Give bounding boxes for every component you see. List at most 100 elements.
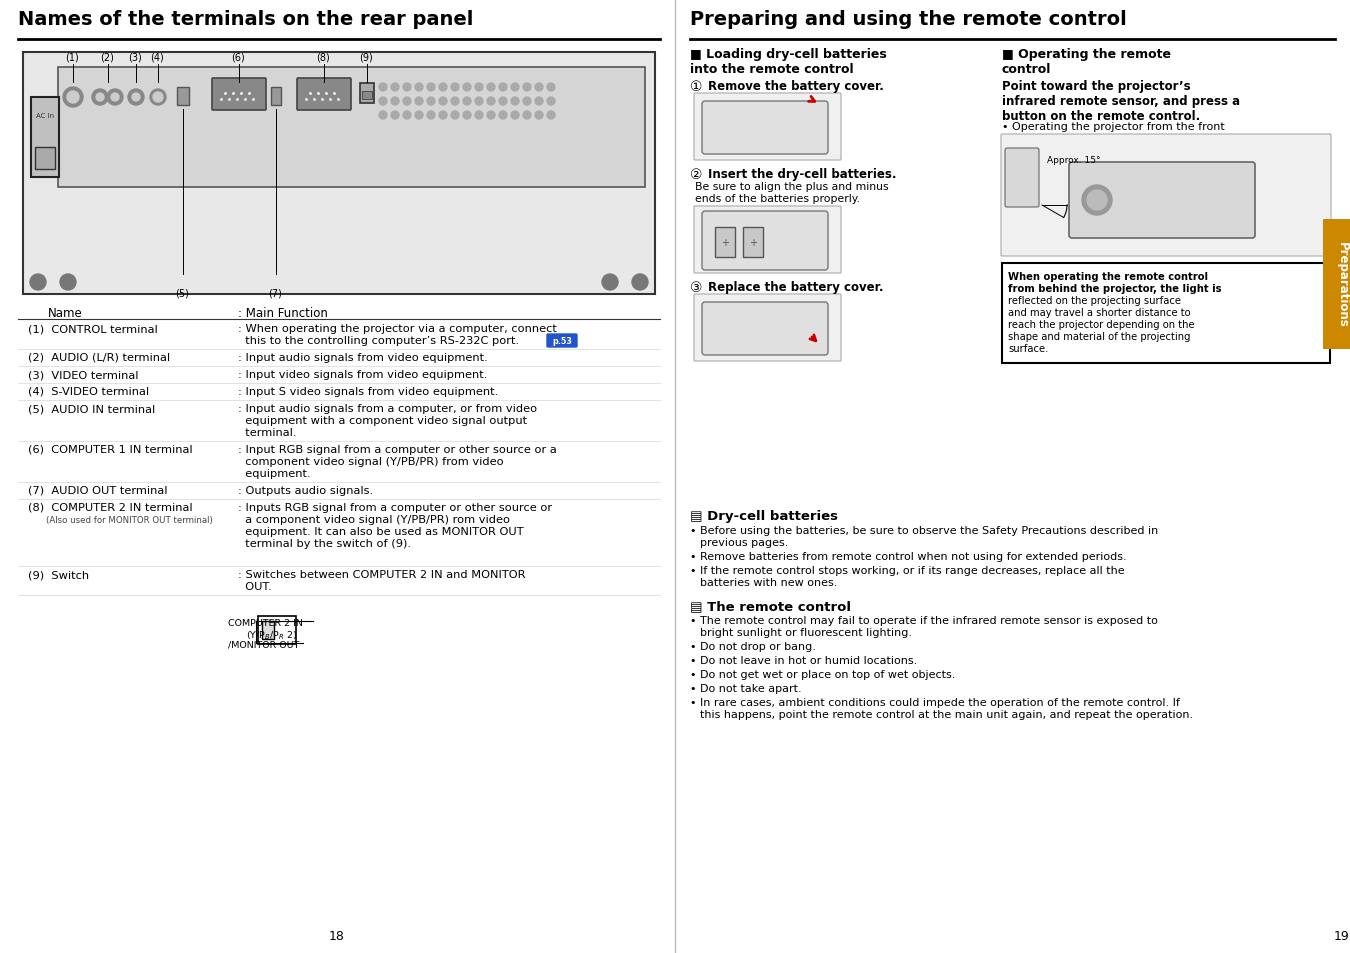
FancyBboxPatch shape [1069,163,1256,239]
Bar [743,228,763,257]
Text: • Do not leave in hot or humid locations.: • Do not leave in hot or humid locations… [690,656,917,665]
Text: Preparations: Preparations [1335,242,1349,328]
Circle shape [535,84,543,91]
Circle shape [602,274,618,291]
Bar [1002,264,1330,364]
Text: 18: 18 [329,929,346,942]
Circle shape [379,98,387,106]
Text: (4)  S-VIDEO terminal: (4) S-VIDEO terminal [28,387,148,396]
Text: Preparing and using the remote control: Preparing and using the remote control [690,10,1127,29]
Circle shape [451,112,459,120]
Text: Insert the dry-cell batteries.: Insert the dry-cell batteries. [707,168,896,181]
Text: (5): (5) [176,288,189,297]
Bar [258,617,296,644]
Circle shape [487,112,495,120]
Circle shape [59,274,76,291]
Text: reflected on the projecting surface: reflected on the projecting surface [1008,295,1181,306]
Circle shape [414,112,423,120]
Circle shape [427,98,435,106]
Text: ■ Loading dry-cell batteries
into the remote control: ■ Loading dry-cell batteries into the re… [690,48,887,76]
Text: component video signal (Y/PB/PR) from video: component video signal (Y/PB/PR) from vi… [238,456,504,467]
Bar [716,228,734,257]
Text: +: + [721,237,729,248]
Text: ▤ Dry-cell batteries: ▤ Dry-cell batteries [690,510,838,522]
Circle shape [547,84,555,91]
Text: : Input audio signals from a computer, or from video: : Input audio signals from a computer, o… [238,403,537,414]
Circle shape [111,94,119,102]
Text: (6): (6) [231,53,244,63]
Text: equipment with a component video signal output: equipment with a component video signal … [238,416,526,426]
Circle shape [475,98,483,106]
Text: previous pages.: previous pages. [701,537,788,547]
Circle shape [1087,191,1107,211]
Bar [177,88,189,106]
Circle shape [404,112,410,120]
Text: • If the remote control stops working, or if its range decreases, replace all th: • If the remote control stops working, o… [690,565,1125,576]
Text: this happens, point the remote control at the main unit again, and repeat the op: this happens, point the remote control a… [701,709,1193,720]
Text: (2)  AUDIO (L/R) terminal: (2) AUDIO (L/R) terminal [28,353,170,363]
Text: : Input RGB signal from a computer or other source or a: : Input RGB signal from a computer or ot… [238,444,556,455]
Text: • Operating the projector from the front: • Operating the projector from the front [1002,122,1224,132]
Text: (9): (9) [359,53,373,63]
Circle shape [522,84,531,91]
Text: this to the controlling computer’s RS-232C port.: this to the controlling computer’s RS-23… [238,335,520,346]
FancyBboxPatch shape [702,102,828,154]
Circle shape [500,84,508,91]
Text: AC In: AC In [36,112,54,119]
Text: reach the projector depending on the: reach the projector depending on the [1008,319,1195,330]
Circle shape [68,91,80,104]
Circle shape [475,112,483,120]
Text: Remove the battery cover.: Remove the battery cover. [707,80,884,92]
Text: (Also used for MONITOR OUT terminal): (Also used for MONITOR OUT terminal) [46,516,213,524]
Text: COMPUTER 2 IN: COMPUTER 2 IN [228,618,302,627]
Circle shape [379,112,387,120]
Text: • Do not drop or bang.: • Do not drop or bang. [690,641,815,651]
Text: (8): (8) [316,53,329,63]
Circle shape [451,98,459,106]
Circle shape [1081,186,1112,215]
Text: (1)  CONTROL terminal: (1) CONTROL terminal [28,324,158,334]
Text: : Input audio signals from video equipment.: : Input audio signals from video equipme… [238,353,487,363]
Text: (4): (4) [150,53,163,63]
Text: ③: ③ [690,281,702,294]
Circle shape [487,98,495,106]
Bar [271,88,281,106]
Circle shape [547,98,555,106]
Circle shape [392,112,400,120]
Circle shape [500,112,508,120]
Text: (1): (1) [65,53,78,63]
Text: bright sunlight or fluorescent lighting.: bright sunlight or fluorescent lighting. [701,627,913,638]
Text: surface.: surface. [1008,344,1049,354]
Text: Name: Name [49,307,82,319]
Bar [360,84,374,104]
Text: • In rare cases, ambient conditions could impede the operation of the remote con: • In rare cases, ambient conditions coul… [690,698,1180,707]
FancyBboxPatch shape [212,79,266,111]
FancyBboxPatch shape [1004,149,1040,208]
Text: terminal.: terminal. [238,428,297,437]
Text: Replace the battery cover.: Replace the battery cover. [707,281,883,294]
Text: ■ Operating the remote
control: ■ Operating the remote control [1002,48,1170,76]
Circle shape [632,274,648,291]
Circle shape [522,98,531,106]
Text: (3)  VIDEO terminal: (3) VIDEO terminal [28,370,139,379]
Circle shape [404,98,410,106]
Text: 19: 19 [1334,929,1350,942]
Circle shape [512,84,518,91]
Text: : Switches between COMPUTER 2 IN and MONITOR: : Switches between COMPUTER 2 IN and MON… [238,569,525,579]
Circle shape [150,90,166,106]
Text: +: + [749,237,757,248]
Circle shape [547,112,555,120]
Text: ends of the batteries properly.: ends of the batteries properly. [695,193,860,204]
Circle shape [439,112,447,120]
Circle shape [392,84,400,91]
Circle shape [463,112,471,120]
Circle shape [92,90,108,106]
Circle shape [414,98,423,106]
Text: a component video signal (Y/PB/PR) rom video: a component video signal (Y/PB/PR) rom v… [238,515,510,524]
Text: Names of the terminals on the rear panel: Names of the terminals on the rear panel [18,10,474,29]
Text: • The remote control may fail to operate if the infrared remote sensor is expose: • The remote control may fail to operate… [690,616,1158,625]
Text: terminal by the switch of (9).: terminal by the switch of (9). [238,538,410,548]
Circle shape [451,84,459,91]
Text: (7)  AUDIO OUT terminal: (7) AUDIO OUT terminal [28,485,167,496]
Circle shape [463,98,471,106]
